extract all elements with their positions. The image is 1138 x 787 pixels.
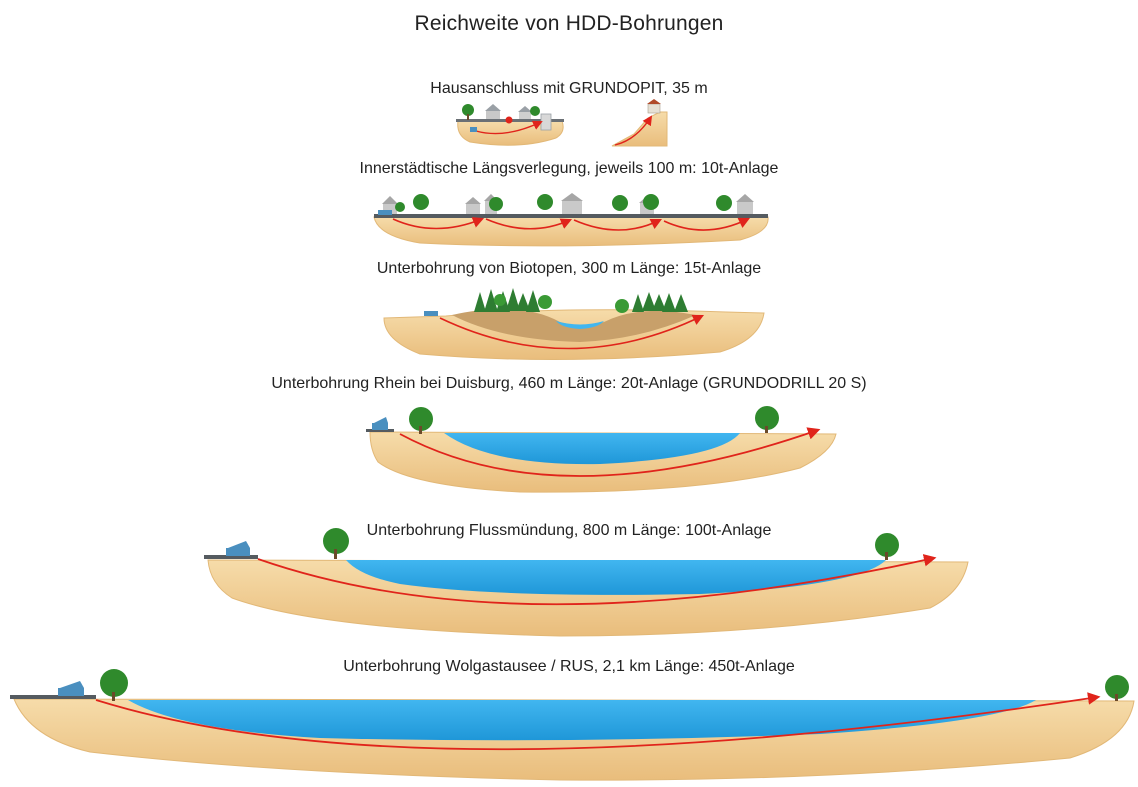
tree-icon (489, 197, 503, 211)
soil-body (373, 216, 769, 247)
tree-icon (643, 194, 659, 210)
tree-icon (409, 407, 433, 431)
tree-icon (612, 195, 628, 211)
trees (395, 194, 732, 212)
tree-icon (100, 669, 128, 697)
water-body (128, 700, 1036, 741)
bore-path (485, 218, 573, 230)
road (366, 429, 394, 432)
diagram-title: Reichweite von HDD-Bohrungen (414, 12, 724, 35)
pond (556, 321, 604, 329)
water-body (444, 433, 740, 465)
rig-icon (58, 681, 84, 696)
building-icon (540, 113, 552, 131)
tree-icon (323, 528, 349, 554)
rig-icon (470, 127, 477, 132)
bore-path (439, 314, 705, 350)
tree-icon (530, 106, 540, 116)
rig-icon (378, 210, 392, 215)
scene-rhine-duisburg (366, 406, 837, 493)
slope-inset (611, 111, 668, 147)
scenario-label-biotope: Unterbohrung von Biotopen, 300 m Länge: … (376, 260, 762, 277)
road (204, 555, 258, 559)
bore-path (614, 115, 653, 146)
scene-house-connection (456, 99, 668, 147)
bore-path (663, 217, 751, 231)
scene-river-mouth (204, 528, 969, 637)
scene-wolga-reservoir (10, 669, 1135, 781)
bore-path (95, 692, 1101, 751)
bore-path (257, 554, 937, 606)
rig-icon (424, 311, 438, 316)
bore-path (475, 120, 543, 135)
house-icon (486, 111, 500, 119)
forest-right (615, 292, 688, 313)
building-icon (647, 103, 661, 114)
house-icon (519, 112, 531, 119)
tree-icon (395, 202, 405, 212)
scenario-label-wolga-reservoir: Unterbohrung Wolgastausee / RUS, 2,1 km … (343, 658, 795, 675)
scenario-label-river-mouth: Unterbohrung Flussmündung, 800 m Länge: … (366, 522, 772, 539)
scenario-label-house-connection: Hausanschluss mit GRUNDOPIT, 35 m (430, 80, 708, 97)
tree-icon (413, 194, 429, 210)
tree-icon (716, 195, 732, 211)
scene-urban-longitudinal (373, 193, 769, 247)
rig-icon (226, 541, 250, 556)
scenario-label-rhine-duisburg: Unterbohrung Rhein bei Duisburg, 460 m L… (271, 375, 867, 392)
tree-icon (875, 533, 899, 557)
tree-icon (462, 104, 474, 116)
scenario-label-urban-longitudinal: Innerstädtische Längsverlegung, jeweils … (359, 160, 779, 177)
water-body (346, 560, 886, 595)
road (374, 214, 768, 218)
tree-icon (755, 406, 779, 430)
tree-icon (537, 194, 553, 210)
rig-icon (372, 417, 388, 430)
houses (382, 193, 754, 214)
tree-icon (1105, 675, 1129, 699)
bore-path (392, 217, 485, 230)
forest-left (474, 288, 552, 312)
bore-path (573, 218, 663, 231)
pit-marker-icon (505, 116, 513, 124)
bore-path (399, 427, 821, 477)
scene-biotope (383, 288, 765, 361)
road (10, 695, 96, 699)
